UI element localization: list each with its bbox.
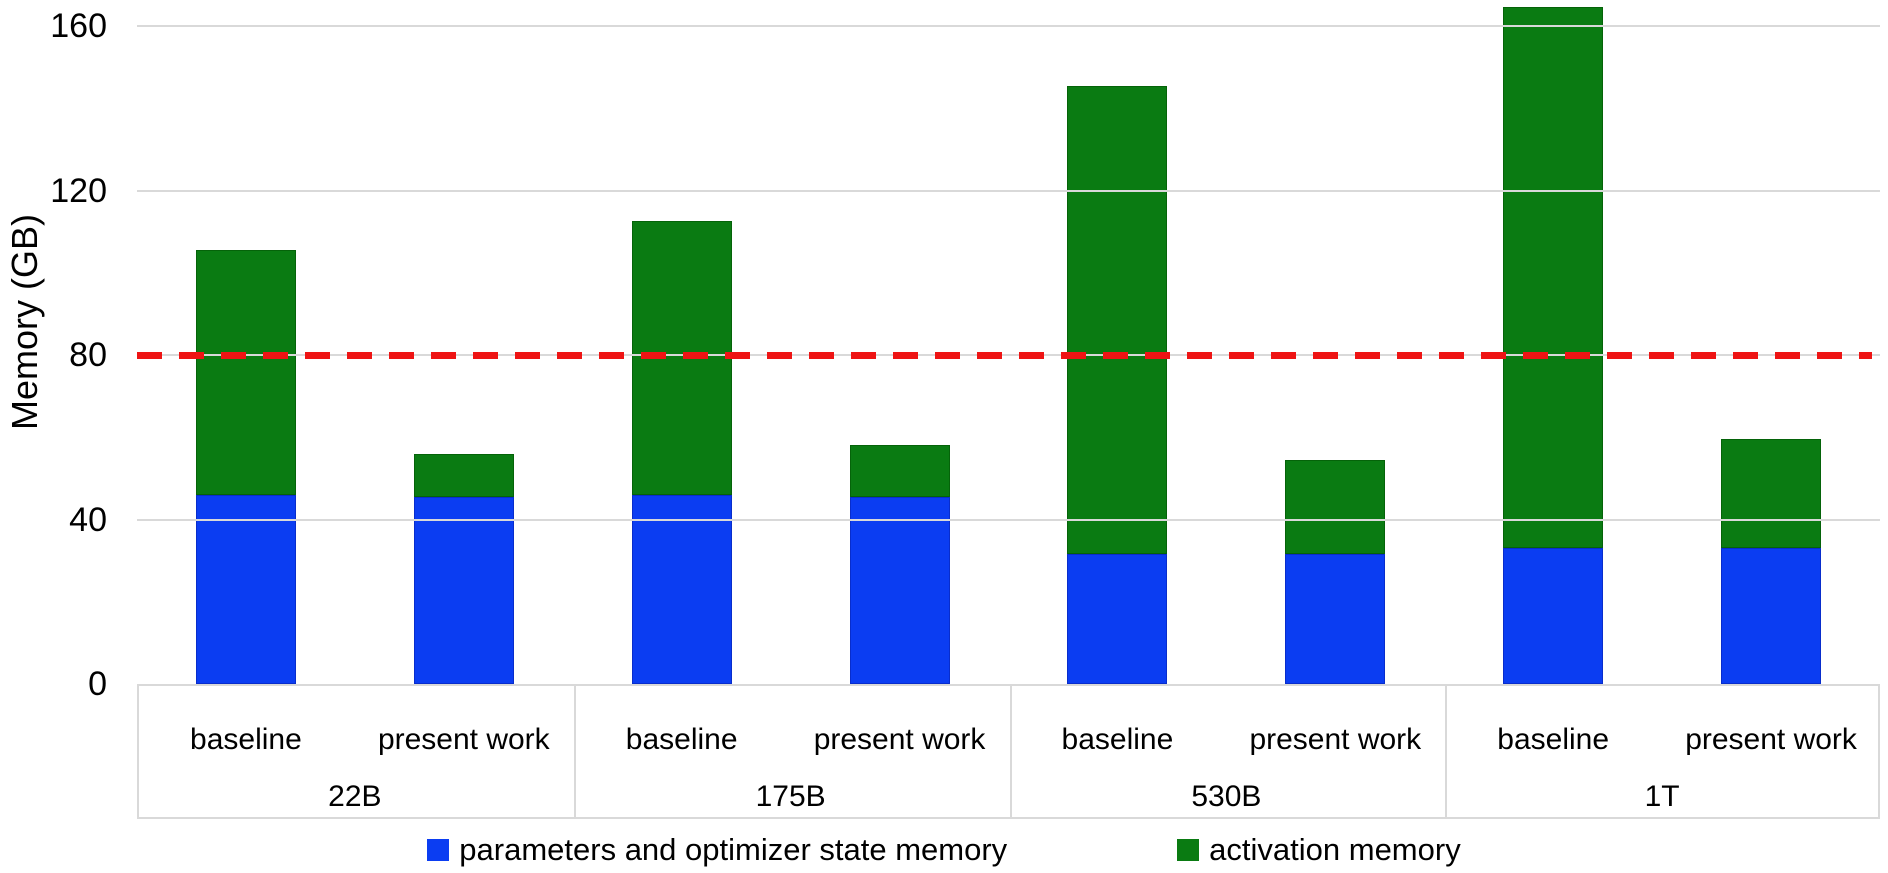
bar-1T-baseline-params: [1503, 548, 1604, 684]
legend: parameters and optimizer state memory ac…: [0, 832, 1888, 868]
category-label-530B: 530B: [1191, 780, 1262, 813]
y-tick-label-0: 0: [88, 665, 107, 703]
bar-22B-present-activation: [413, 453, 514, 497]
activation-memory-swatch-icon: [1177, 839, 1200, 861]
reference-line-80gb: [137, 351, 1872, 359]
category-separator: [573, 686, 576, 817]
bar-175B-present-params: [849, 496, 950, 684]
bar-530B-baseline-activation: [1067, 85, 1168, 555]
x-axis-label-box: [137, 684, 1880, 819]
variant-label-baseline: baseline: [625, 723, 738, 756]
legend-item-activation: activation memory: [1177, 832, 1461, 868]
legend-label-params: parameters and optimizer state memory: [459, 832, 1008, 867]
gridline-160: [137, 25, 1880, 27]
variant-label-baseline: baseline: [1061, 723, 1174, 756]
bar-1T-present-activation: [1721, 439, 1822, 549]
bar-175B-baseline-params: [631, 494, 732, 684]
bar-530B-present-params: [1285, 554, 1386, 684]
category-label-1T: 1T: [1644, 780, 1680, 813]
category-label-22B: 22B: [328, 780, 382, 813]
y-tick-label-120: 120: [50, 171, 107, 210]
bar-1T-present-params: [1721, 548, 1822, 684]
y-tick-label-160: 160: [50, 7, 107, 45]
gridline-40: [137, 518, 1880, 521]
legend-label-activation: activation memory: [1209, 832, 1461, 867]
bar-530B-present-activation: [1285, 459, 1386, 555]
bar-1T-baseline-activation: [1503, 7, 1604, 549]
variant-label-baseline: baseline: [190, 723, 302, 756]
variant-label-present-work: present work: [1249, 723, 1422, 756]
category-separator: [1009, 686, 1012, 817]
bar-530B-baseline-params: [1067, 554, 1168, 684]
bar-22B-baseline-params: [195, 494, 296, 684]
y-tick-label-80: 80: [69, 336, 107, 374]
category-separator: [1445, 686, 1448, 817]
params-memory-swatch-icon: [427, 839, 450, 861]
bar-175B-present-activation: [849, 445, 950, 497]
variant-label-present-work: present work: [377, 723, 550, 756]
bar-22B-present-params: [413, 496, 514, 684]
y-tick-label-40: 40: [69, 500, 107, 539]
variant-label-baseline: baseline: [1497, 723, 1610, 756]
variant-label-present-work: present work: [1685, 723, 1857, 756]
bar-22B-baseline-activation: [195, 250, 296, 495]
gridline-120: [137, 189, 1880, 192]
category-label-175B: 175B: [755, 780, 826, 813]
legend-item-params: parameters and optimizer state memory: [427, 832, 1007, 868]
variant-label-present-work: present work: [813, 723, 986, 756]
